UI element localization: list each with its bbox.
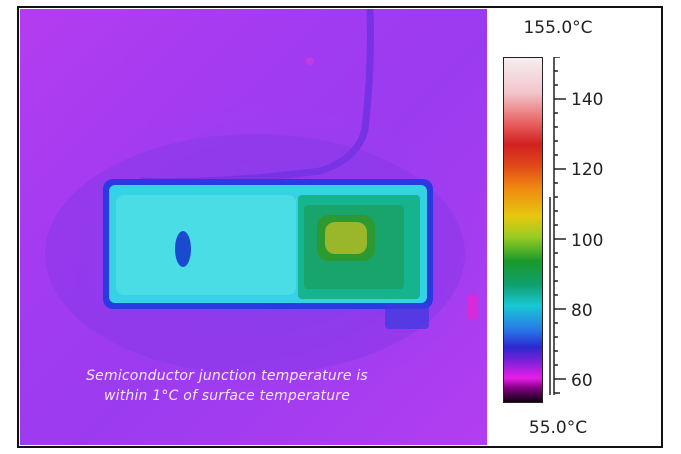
thermal-scene (45, 9, 477, 374)
caption: Semiconductor junction temperature is wi… (20, 366, 434, 406)
tick-label-80: 80 (571, 301, 593, 321)
color-scale-bar (503, 57, 543, 403)
hotspot (325, 222, 367, 254)
scale-max-label: 155.0°C (523, 18, 593, 38)
caption-line-2: within 1°C of surface temperature (103, 388, 351, 404)
scale-ticks (549, 57, 566, 395)
scale-min-label: 55.0°C (528, 418, 588, 438)
pin-marker (467, 295, 477, 319)
thermal-image (20, 9, 487, 445)
tick-label-100: 100 (571, 231, 604, 251)
tick-label-120: 120 (571, 160, 604, 180)
hot-dot (306, 57, 314, 65)
component-tab (385, 303, 429, 329)
component-left-area (116, 195, 296, 295)
caption-line-1: Semiconductor junction temperature is (86, 368, 368, 384)
cool-spot (175, 231, 191, 267)
tick-label-60: 60 (571, 371, 593, 391)
tick-label-140: 140 (571, 90, 604, 110)
